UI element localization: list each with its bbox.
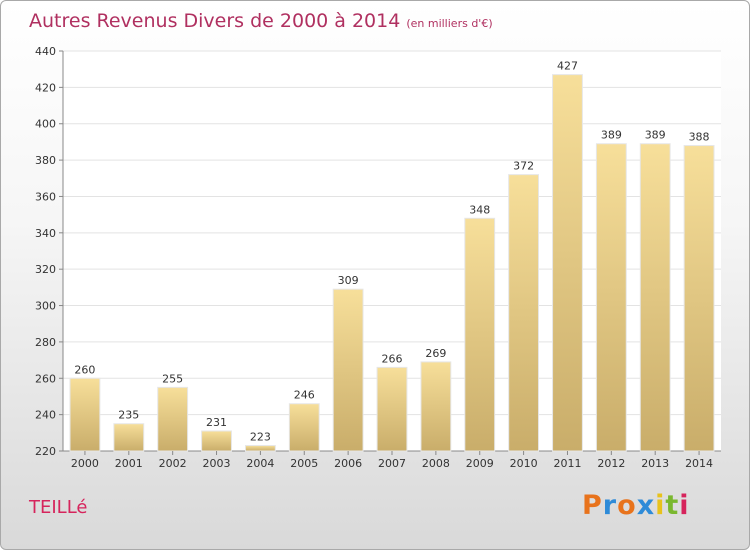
- x-tick-label: 2003: [203, 457, 231, 470]
- bar: [201, 430, 232, 452]
- y-tick-label: 320: [35, 263, 56, 276]
- x-tick-label: 2008: [422, 457, 450, 470]
- bar: [595, 143, 627, 452]
- x-tick-label: 2011: [553, 457, 581, 470]
- chart-title: Autres Revenus Divers de 2000 à 2014 (en …: [29, 10, 493, 32]
- logo-letter: x: [636, 490, 656, 521]
- bar: [157, 386, 189, 452]
- y-tick-label: 240: [35, 409, 56, 422]
- x-tick-label: 2012: [597, 457, 625, 470]
- y-tick-label: 260: [35, 372, 56, 385]
- y-tick-label: 440: [35, 45, 56, 58]
- data-label: 223: [250, 431, 271, 444]
- data-label: 266: [382, 352, 403, 365]
- y-tick-label: 380: [35, 154, 56, 167]
- y-tick-label: 220: [35, 445, 56, 458]
- data-label: 389: [645, 129, 666, 142]
- data-label: 348: [469, 203, 490, 216]
- x-tick-label: 2000: [71, 457, 99, 470]
- y-tick-label: 280: [35, 336, 56, 349]
- bar: [113, 423, 145, 452]
- chart-title-main: Autres Revenus Divers de 2000 à 2014: [29, 10, 401, 32]
- data-label: 269: [425, 347, 446, 360]
- bar: [420, 361, 452, 452]
- data-label: 389: [601, 129, 622, 142]
- data-label: 427: [557, 60, 578, 73]
- chart-subtitle: (en milliers d'€): [406, 17, 493, 30]
- logo-letter: t: [665, 490, 680, 521]
- x-tick-label: 2010: [510, 457, 538, 470]
- bar: [639, 143, 671, 452]
- x-tick-label: 2006: [334, 457, 362, 470]
- data-label: 231: [206, 416, 227, 429]
- bar: [69, 377, 101, 452]
- x-tick-label: 2014: [685, 457, 713, 470]
- data-label: 309: [338, 274, 359, 287]
- bar: [376, 366, 408, 452]
- data-label: 388: [689, 131, 710, 144]
- x-tick-label: 2013: [641, 457, 669, 470]
- data-label: 255: [162, 372, 183, 385]
- bar: [244, 445, 276, 452]
- data-label: 260: [74, 363, 95, 376]
- x-tick-label: 2009: [466, 457, 494, 470]
- data-label: 246: [294, 389, 315, 402]
- x-tick-label: 2004: [246, 457, 274, 470]
- bar: [288, 403, 320, 452]
- x-tick-label: 2002: [159, 457, 187, 470]
- y-tick-label: 420: [35, 81, 56, 94]
- logo-letter: r: [602, 490, 618, 521]
- data-label: 372: [513, 160, 534, 173]
- logo-letter: o: [617, 490, 637, 521]
- x-tick-label: 2007: [378, 457, 406, 470]
- bar: [552, 74, 583, 452]
- bar: [464, 217, 496, 452]
- y-tick-label: 400: [35, 118, 56, 131]
- y-tick-label: 360: [35, 190, 56, 203]
- y-tick-label: 340: [35, 227, 56, 240]
- x-tick-label: 2005: [290, 457, 318, 470]
- commune-name: TEILLé: [29, 497, 88, 518]
- y-tick-label: 300: [35, 300, 56, 313]
- logo-letter: P: [582, 490, 603, 521]
- bar: [332, 288, 364, 452]
- logo-letter: i: [679, 490, 690, 521]
- bar: [683, 145, 715, 452]
- logo-letter: i: [655, 490, 666, 521]
- proxiti-logo: Proxiti: [582, 490, 690, 521]
- x-tick-label: 2001: [115, 457, 143, 470]
- bar: [508, 174, 540, 452]
- data-label: 235: [118, 409, 139, 422]
